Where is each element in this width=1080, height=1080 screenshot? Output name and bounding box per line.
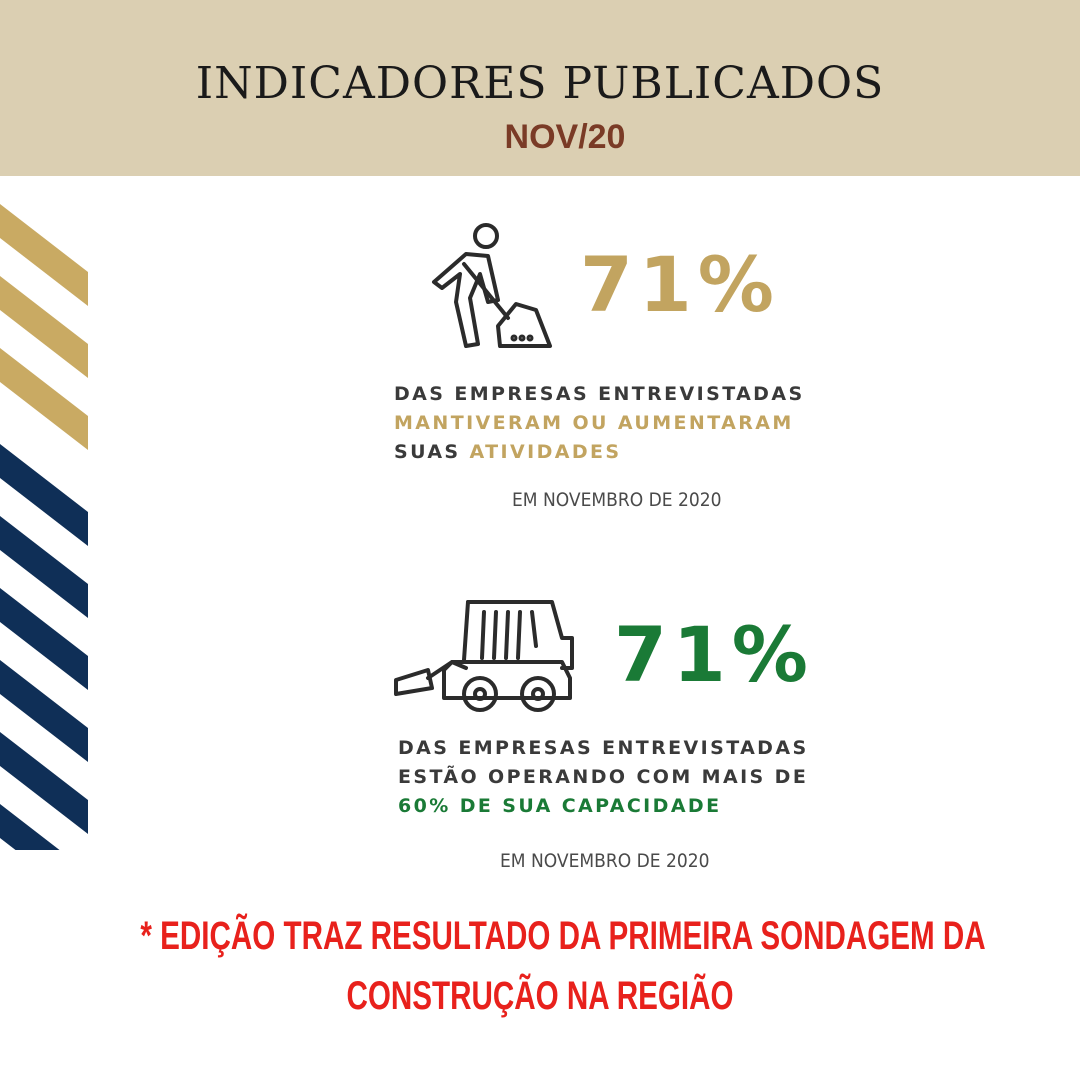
- page-subtitle: NOV/20: [504, 118, 626, 156]
- indicator-2-description: DAS EMPRESAS ENTREVISTADAS ESTÃO OPERAND…: [398, 734, 818, 821]
- desc-1-line-3-b: ATIVIDADES: [469, 441, 622, 463]
- header-banner: INDICADORES PUBLICADOS NOV/20: [0, 0, 1080, 176]
- indicator-1-description: DAS EMPRESAS ENTREVISTADAS MANTIVERAM OU…: [394, 380, 814, 467]
- diagonal-stripes-decoration: [0, 204, 88, 850]
- date-label-2: EM NOVEMBRO DE 2020: [500, 850, 710, 872]
- worker-shovel-icon: [432, 223, 552, 348]
- desc-1-line-2: MANTIVERAM OU AUMENTARAM: [394, 412, 794, 434]
- percent-value-1: 71%: [580, 240, 780, 329]
- desc-1-line-3-a: SUAS: [394, 441, 461, 463]
- page-title: INDICADORES PUBLICADOS: [195, 58, 885, 109]
- skid-steer-loader-icon: [394, 600, 574, 712]
- footnote-line-2: CONSTRUÇÃO NA REGIÃO: [346, 974, 734, 1018]
- footnote-line-1: * EDIÇÃO TRAZ RESULTADO DA PRIMEIRA SOND…: [140, 914, 986, 958]
- desc-2-line-1: DAS EMPRESAS ENTREVISTADAS: [398, 737, 809, 759]
- desc-2-line-2: ESTÃO OPERANDO COM MAIS DE: [398, 766, 809, 788]
- date-label-1: EM NOVEMBRO DE 2020: [512, 489, 722, 511]
- desc-1-line-3: SUAS ATIVIDADES: [394, 438, 814, 467]
- desc-1-line-1: DAS EMPRESAS ENTREVISTADAS: [394, 383, 805, 405]
- percent-value-2: 71%: [614, 610, 814, 699]
- footnote: * EDIÇÃO TRAZ RESULTADO DA PRIMEIRA SOND…: [0, 906, 1080, 1026]
- desc-2-line-3: 60% DE SUA CAPACIDADE: [398, 795, 722, 817]
